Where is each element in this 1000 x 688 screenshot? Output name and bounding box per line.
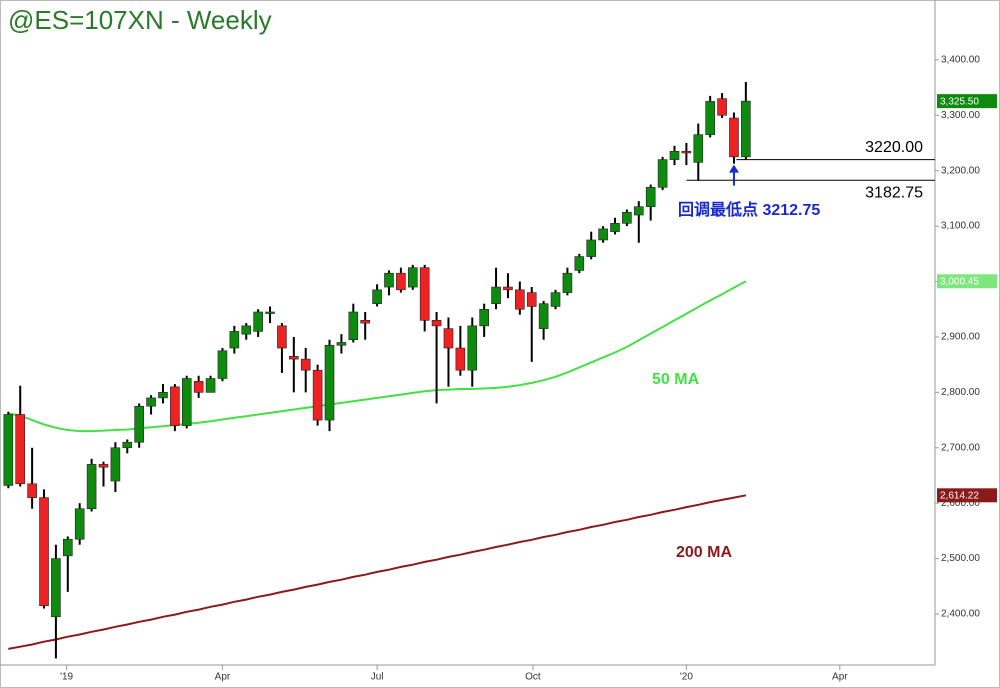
ma-label: 200 MA [676,544,732,561]
candle-body [419,267,430,321]
y-tick-label: 3,300.00 [941,110,980,121]
y-tick-label: 3,100.00 [941,221,980,232]
y-tick-label: 2,400.00 [941,609,980,620]
x-tick-label: Jul [371,672,384,683]
candle-body [633,206,644,216]
candle-body [253,311,263,332]
candle-body [170,386,180,426]
y-tick-label: 2,800.00 [941,387,980,398]
candle-body [705,101,715,135]
candle-body [717,98,727,116]
candle-body [526,292,537,307]
candle-body [407,267,418,288]
candle-body [622,211,632,224]
candle-body [98,464,109,468]
candle-body [122,441,133,449]
candle-body [384,272,394,288]
candle-body [312,369,323,421]
candle-body [645,187,656,208]
level-label: 3220.00 [865,139,923,156]
x-tick-label: '19 [60,672,73,683]
y-tick-label: 2,600.00 [941,498,980,509]
candle-body [503,286,513,291]
candle-body [348,311,359,341]
candle-body [586,239,597,257]
annotation: 回调最低点 3212.75 [678,200,820,219]
last-value-label: 3,325.50 [940,96,979,107]
candle-body [110,447,121,482]
candle-body [360,320,370,324]
candle-body [610,223,620,232]
candle-body [27,483,37,498]
candle-body [396,272,406,291]
candle-body [205,378,216,393]
x-tick-label: Apr [215,672,231,683]
candle-body [277,325,287,349]
candle-body [158,392,168,399]
y-tick-label: 3,200.00 [941,165,980,176]
candle-body [467,325,478,371]
candle-body [729,117,739,158]
candle-body [562,272,573,293]
candle-body [86,464,97,510]
candle-body [372,289,382,304]
last-value-label: 3,000.45 [940,276,979,287]
last-value-label: 2,614.22 [940,490,979,501]
candle-body [598,228,608,241]
candle-body [431,320,442,327]
candle-body [538,303,549,329]
y-tick-label: 2,500.00 [941,553,980,564]
y-tick-label: 3,400.00 [941,54,980,65]
candle-body [39,497,49,607]
candle-body [669,150,680,160]
candle-body [15,414,26,485]
candle-body [241,325,252,335]
candle-body [74,508,85,540]
candle-body [265,311,275,314]
candle-body [741,100,751,158]
chart-title: @ES=107XN - Weekly [8,5,272,35]
candle-body [491,286,501,304]
last-value-badge [937,488,997,503]
last-value-badge [937,94,997,109]
candle-body [51,558,61,618]
y-tick-label: 2,900.00 [941,332,980,343]
candle-body [693,134,704,163]
candle-body [217,350,228,379]
candle-body [289,356,299,360]
annotation-arrowhead [728,164,739,173]
candle-body [181,378,192,426]
candle-body [443,328,454,349]
moving-average-line [8,280,747,433]
candle-body [657,159,668,188]
candle-body [3,414,14,486]
candle-body [550,292,561,307]
candle-body [324,344,335,421]
level-label: 3182.75 [865,184,923,201]
candle-body [574,256,585,271]
candle-body [146,397,156,407]
candle-body [455,347,466,371]
candle-body [479,308,489,327]
candle-body [336,342,347,346]
ma-label: 50 MA [652,371,700,388]
candle-body [681,150,692,154]
moving-average-line [8,494,747,650]
candle-body [134,405,144,443]
x-tick-label: '20 [680,672,693,683]
candle-body [193,380,204,393]
x-tick-label: Apr [832,672,848,683]
x-tick-label: Oct [525,672,541,683]
candle-body [229,331,240,349]
last-value-badge [937,274,997,289]
y-tick-label: 2,700.00 [941,442,980,453]
candle-body [515,289,525,310]
candle-body [63,538,73,557]
candle-body [300,358,311,371]
